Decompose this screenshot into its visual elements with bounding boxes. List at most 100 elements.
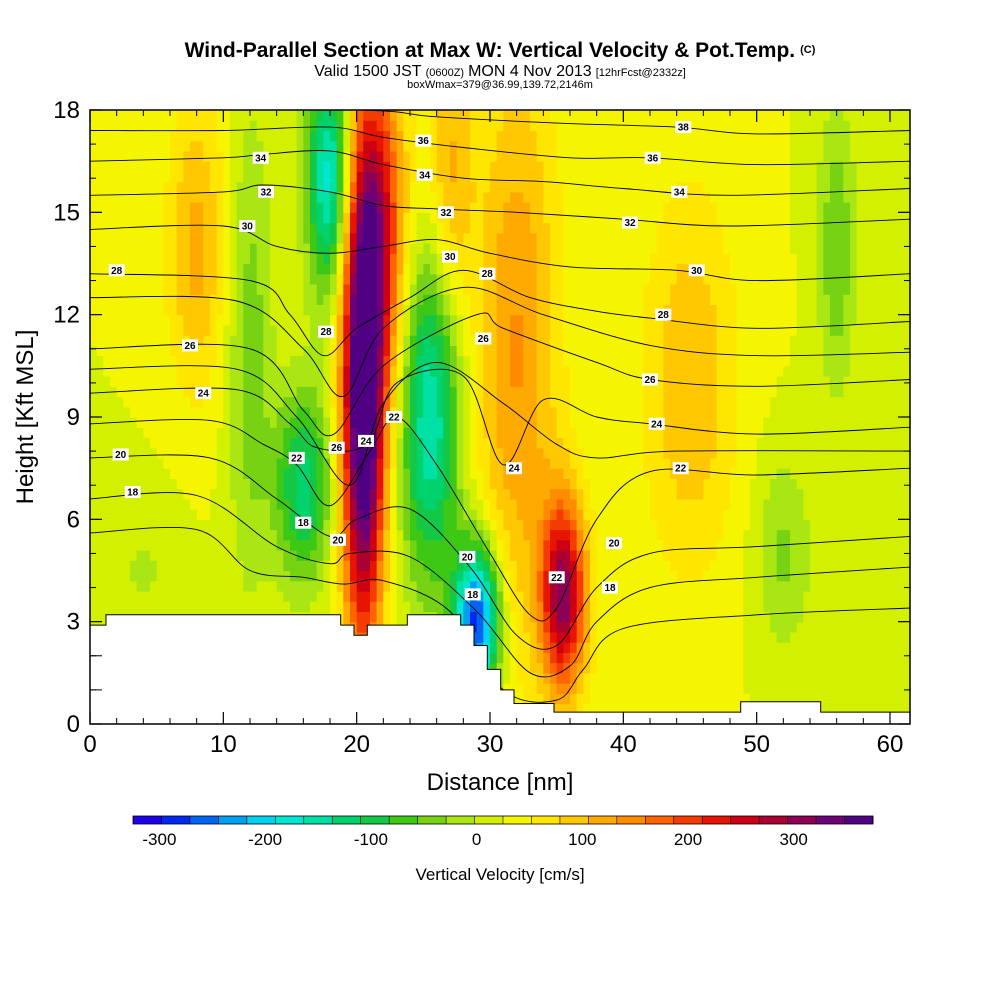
w-cell <box>256 202 264 213</box>
w-cell <box>623 345 631 357</box>
w-cell <box>496 314 504 326</box>
w-cell <box>403 560 411 572</box>
w-cell <box>196 417 204 428</box>
w-cell <box>550 253 558 265</box>
w-cell <box>290 488 298 500</box>
w-cell <box>123 243 131 254</box>
w-cell <box>270 140 278 152</box>
w-cell <box>556 427 564 439</box>
w-cell <box>490 202 498 213</box>
w-cell <box>150 120 158 132</box>
w-cell <box>270 304 278 316</box>
w-cell <box>556 222 564 234</box>
w-cell <box>96 324 104 336</box>
w-cell <box>196 427 204 439</box>
w-cell <box>443 539 451 551</box>
w-cell <box>350 345 358 357</box>
w-cell <box>270 202 278 213</box>
w-cell <box>376 468 384 479</box>
w-cell <box>103 570 111 582</box>
w-cell <box>263 161 271 172</box>
w-cell <box>316 550 324 561</box>
w-cell <box>210 273 218 285</box>
w-cell <box>130 273 138 285</box>
w-cell <box>510 590 518 602</box>
w-cell <box>303 212 311 224</box>
w-cell <box>143 283 151 295</box>
w-cell <box>516 672 524 684</box>
w-cell <box>470 150 478 162</box>
w-cell <box>630 683 638 694</box>
w-cell <box>210 222 218 234</box>
w-cell <box>136 417 144 428</box>
w-cell <box>610 386 618 398</box>
w-cell <box>190 529 198 541</box>
w-cell <box>310 171 318 183</box>
w-cell <box>216 498 224 510</box>
w-cell <box>330 386 338 398</box>
w-cell <box>630 283 638 295</box>
w-cell <box>250 171 258 183</box>
w-cell <box>163 396 171 408</box>
w-cell <box>330 120 338 132</box>
w-cell <box>490 243 498 254</box>
w-cell <box>236 191 244 203</box>
w-cell <box>390 345 398 357</box>
w-cell <box>550 140 558 152</box>
w-cell <box>103 365 111 377</box>
w-cell <box>203 590 211 602</box>
w-cell <box>496 191 504 203</box>
w-cell <box>623 283 631 295</box>
w-cell <box>183 601 191 613</box>
w-cell <box>116 253 124 265</box>
w-cell <box>550 324 558 336</box>
w-cell <box>416 427 424 439</box>
w-cell <box>143 161 151 172</box>
w-cell <box>536 509 544 520</box>
w-cell <box>576 335 584 346</box>
w-cell <box>463 570 471 582</box>
w-cell <box>463 161 471 172</box>
w-cell <box>183 570 191 582</box>
w-cell <box>310 345 318 357</box>
w-cell <box>503 662 511 674</box>
w-cell <box>123 253 131 265</box>
w-cell <box>490 447 498 459</box>
w-cell <box>616 110 624 121</box>
w-cell <box>116 345 124 357</box>
w-cell <box>390 181 398 193</box>
w-cell <box>210 468 218 479</box>
w-cell <box>610 570 618 582</box>
w-cell <box>423 376 431 387</box>
w-cell <box>150 345 158 357</box>
w-cell <box>550 478 558 490</box>
w-cell <box>443 406 451 418</box>
w-cell <box>190 171 198 183</box>
w-cell <box>303 498 311 510</box>
w-cell <box>163 417 171 428</box>
w-cell <box>136 161 144 172</box>
w-cell <box>116 232 124 244</box>
w-cell <box>570 590 578 602</box>
w-cell <box>356 580 364 592</box>
w-cell <box>623 457 631 469</box>
w-cell <box>116 550 124 561</box>
w-cell <box>330 580 338 592</box>
w-cell <box>416 580 424 592</box>
w-cell <box>330 212 338 224</box>
w-cell <box>176 212 184 224</box>
w-cell <box>370 478 378 490</box>
w-cell <box>503 283 511 295</box>
w-cell <box>630 621 638 633</box>
w-cell <box>390 130 398 142</box>
w-cell <box>470 345 478 357</box>
w-cell <box>583 386 591 398</box>
w-cell <box>203 120 211 132</box>
w-cell <box>383 202 391 213</box>
w-cell <box>330 488 338 500</box>
w-cell <box>390 171 398 183</box>
w-cell <box>310 273 318 285</box>
w-cell <box>470 263 478 275</box>
w-cell <box>283 263 291 275</box>
w-cell <box>496 130 504 142</box>
